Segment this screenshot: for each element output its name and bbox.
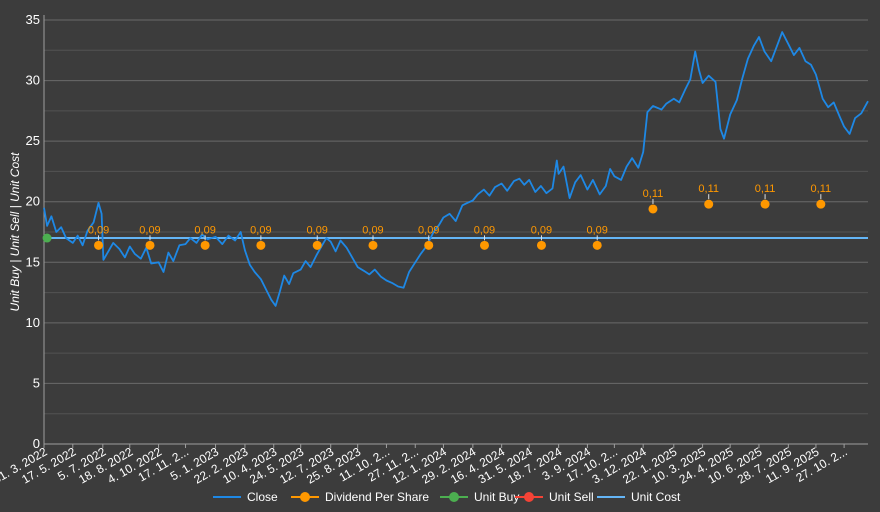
- series-layer: 0,09 0,09 0,09 0,09 0,09 0,09 0,09 0,09 0,09 0,09…: [42, 31, 869, 307]
- unit-buy-marker: [42, 233, 52, 243]
- legend-label: Unit Cost: [631, 490, 681, 504]
- y-axis-title: Unit Buy | Unit Sell | Unit Cost: [8, 152, 22, 312]
- legend-swatch-marker: [300, 492, 310, 502]
- legend-swatch-marker: [449, 492, 459, 502]
- dividend-marker: [648, 204, 658, 214]
- legend-label: Unit Sell: [549, 490, 594, 504]
- dividend-marker: [368, 240, 378, 250]
- legend-item: Unit Cost: [597, 490, 681, 504]
- dividend-label: 0,09: [250, 224, 271, 236]
- dividend-marker: [592, 240, 602, 250]
- dividend-label: 0,11: [643, 188, 664, 200]
- dividend-marker: [256, 240, 266, 250]
- legend-swatch-marker: [524, 492, 534, 502]
- y-tick-label: 10: [26, 315, 40, 330]
- dividend-label: 0,09: [194, 224, 215, 236]
- legend-label: Close: [247, 490, 278, 504]
- dividend-label: 0,09: [307, 224, 328, 236]
- legend-item: Close: [213, 490, 278, 504]
- y-tick-label: 0: [33, 436, 40, 451]
- dividend-marker: [479, 240, 489, 250]
- dividend-label: 0,09: [139, 224, 160, 236]
- dividend-label: 0,11: [698, 183, 719, 195]
- dividend-label: 0,09: [531, 224, 552, 236]
- y-tick-label: 30: [26, 73, 40, 88]
- legend-label: Dividend Per Share: [325, 490, 429, 504]
- dividend-marker: [816, 199, 826, 209]
- dividend-label: 0,11: [811, 183, 832, 195]
- y-tick-label: 15: [26, 254, 40, 269]
- grid-lines: [43, 15, 868, 445]
- dividend-marker: [145, 240, 155, 250]
- dividend-marker: [760, 199, 770, 209]
- y-tick-label: 20: [26, 194, 40, 209]
- dividend-label: 0,11: [755, 183, 776, 195]
- legend-item: Unit Sell: [515, 490, 594, 504]
- dividend-label: 0,09: [418, 224, 439, 236]
- y-tick-label: 35: [26, 12, 40, 27]
- legend-label: Unit Buy: [474, 490, 519, 504]
- dividend-label: 0,09: [88, 224, 109, 236]
- dividend-label: 0,09: [474, 224, 495, 236]
- close-price-line: [43, 31, 869, 307]
- legend-item: Unit Buy: [440, 490, 519, 504]
- y-tick-label: 25: [26, 133, 40, 148]
- y-axis-ticks: 0 5 10 15 20 25 30 35: [26, 12, 40, 451]
- dividend-marker: [424, 240, 434, 250]
- legend-item: Dividend Per Share: [291, 490, 429, 504]
- dividend-label: 0,09: [362, 224, 383, 236]
- y-tick-label: 5: [33, 375, 40, 390]
- dividend-marker: [312, 240, 322, 250]
- dividend-marker: [536, 240, 546, 250]
- dividend-marker: [94, 240, 104, 250]
- dividend-label: 0,09: [587, 224, 608, 236]
- dividend-marker: [704, 199, 714, 209]
- legend: Close Dividend Per Share Unit Buy Unit Sell…: [213, 490, 681, 504]
- dividend-marker: [200, 240, 210, 250]
